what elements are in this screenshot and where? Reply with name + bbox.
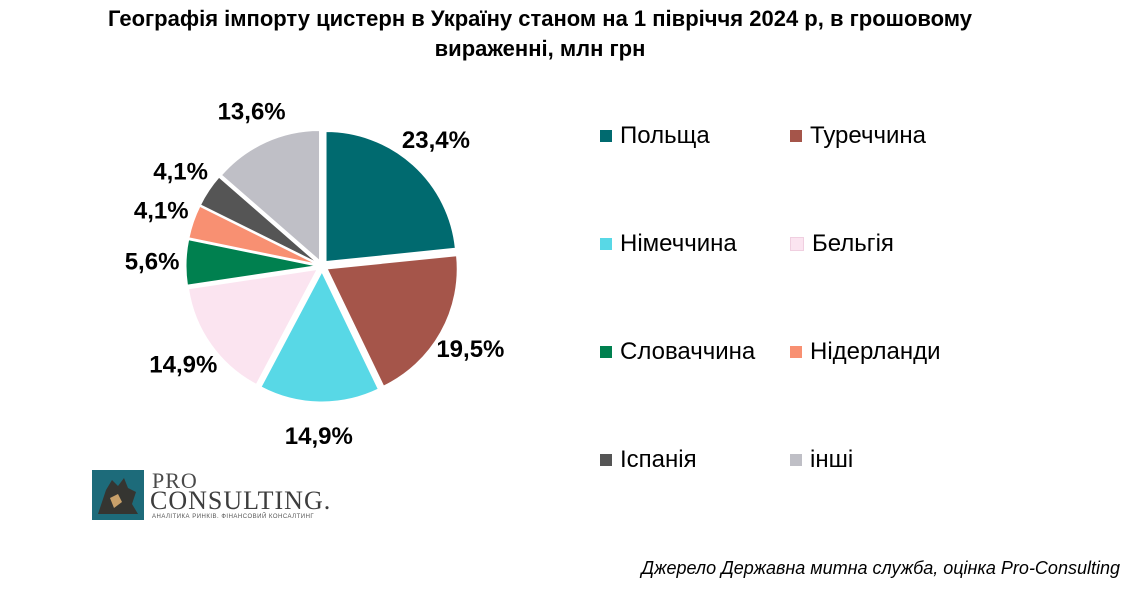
slice-бельгія — [187, 268, 319, 386]
source-note: Джерело Державна митна служба, оцінка Pr… — [641, 558, 1120, 578]
data-label-іспанія: 4,1% — [153, 159, 208, 186]
legend-item-туреччина: Туреччина — [790, 118, 926, 154]
data-label-німеччина: 14,9% — [285, 423, 353, 450]
legend-item-німеччина: Німеччина — [600, 226, 737, 262]
logo-pro: PRO — [152, 468, 198, 493]
slice-німеччина — [260, 270, 379, 403]
logo-tagline: АНАЛІТИКА РИНКІВ. ФІНАНСОВИЙ КОНСАЛТИНГ — [152, 514, 315, 520]
logo-consulting: CONSULTING. — [150, 486, 332, 515]
legend-swatch — [790, 454, 802, 466]
legend-label: Нідерланди — [810, 338, 941, 365]
data-label-польща: 23,4% — [402, 127, 470, 154]
chart-legend: Польща Туреччина Німеччина Бельгія Словаччин… — [600, 118, 1020, 498]
data-label-нідерланди: 4,1% — [134, 198, 189, 225]
legend-swatch — [790, 346, 802, 358]
legend-swatch — [600, 130, 612, 142]
legend-swatch — [790, 130, 802, 142]
legend-item-польща: Польща — [600, 118, 710, 154]
legend-label: Словаччина — [620, 338, 756, 365]
pie-chart: 23,4% 19,5% 14,9% 14,9% 5,6% 4,1% 4,1% 13,6% — [125, 98, 505, 450]
slice-іспанія — [199, 176, 318, 264]
legend-swatch — [600, 238, 612, 250]
data-label-туреччина: 19,5% — [436, 336, 504, 363]
legend-item-бельгія: Бельгія — [790, 226, 894, 262]
data-label-словаччина: 5,6% — [125, 248, 180, 275]
legend-swatch — [600, 346, 612, 358]
legend-swatch — [600, 454, 612, 466]
slice-польща — [325, 131, 456, 263]
slice-інші — [220, 130, 321, 262]
chart-title-line-1: Географія імпорту цистерн в Україну стан… — [107, 6, 973, 31]
legend-label: Німеччина — [620, 230, 737, 257]
legend-label: Іспанія — [620, 446, 697, 473]
legend-item-нідерланди: Нідерланди — [790, 334, 941, 370]
chart-title: Географія імпорту цистерн в Україну стан… — [0, 4, 1080, 64]
slice-туреччина — [326, 255, 458, 387]
legend-label: Польща — [620, 122, 710, 149]
legend-swatch — [790, 237, 804, 251]
chart-title-line-2: вираженні, млн грн — [434, 36, 646, 61]
legend-item-інші: інші — [790, 442, 853, 478]
legend-label: Туреччина — [810, 122, 926, 149]
pro-consulting-logo: PRO CONSULTING. АНАЛІТИКА РИНКІВ. ФІНАНС… — [92, 468, 332, 522]
legend-item-словаччина: Словаччина — [600, 334, 755, 370]
slice-словаччина — [185, 239, 317, 286]
legend-label: Бельгія — [812, 230, 894, 257]
slice-нідерланди — [188, 205, 317, 265]
logo-mark-icon — [92, 470, 144, 520]
legend-item-іспанія: Іспанія — [600, 442, 697, 478]
data-label-інші: 13,6% — [218, 98, 286, 125]
legend-label: інші — [810, 446, 854, 473]
data-label-бельгія: 14,9% — [149, 351, 217, 378]
